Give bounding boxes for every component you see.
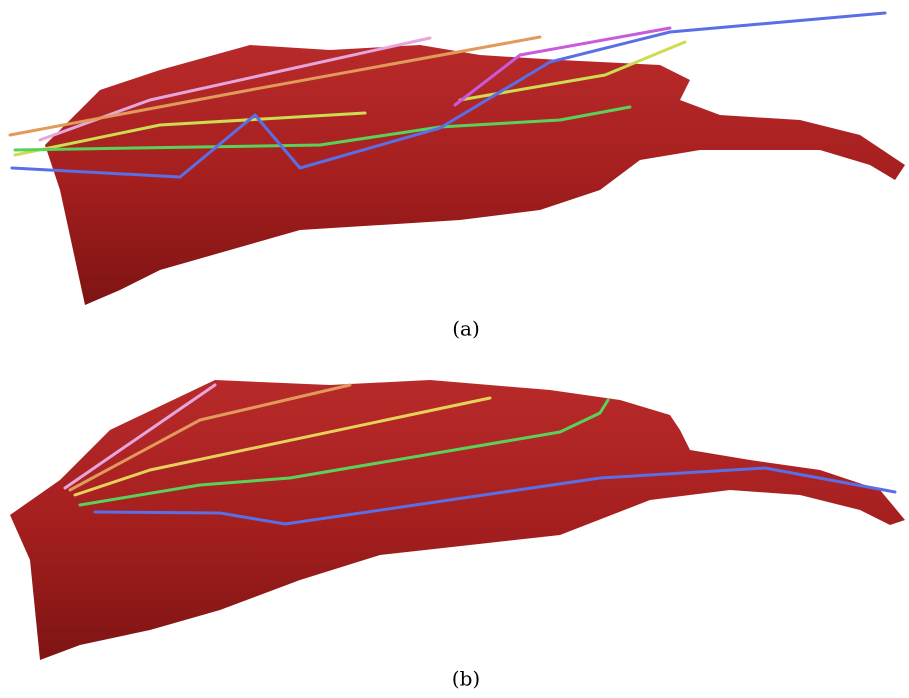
- figure: (a) (b): [0, 0, 909, 698]
- surface-render: [10, 380, 905, 660]
- panel-b: (b): [10, 380, 905, 691]
- surface-render: [45, 45, 905, 305]
- caption: (a): [452, 317, 480, 341]
- caption: (b): [452, 667, 480, 691]
- panel-a: (a): [10, 13, 905, 341]
